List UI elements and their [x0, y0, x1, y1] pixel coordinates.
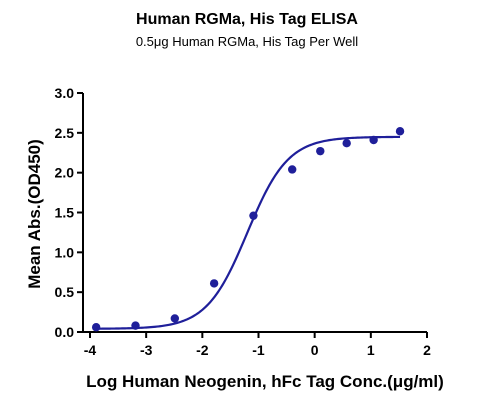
data-point [369, 135, 378, 145]
fit-curve-layer [96, 135, 401, 330]
x-tick-label: 0 [311, 342, 319, 358]
y-tick-label: 1.0 [55, 244, 75, 260]
data-point [131, 321, 140, 330]
x-tick-label: -3 [140, 342, 153, 358]
data-point [316, 146, 325, 156]
plot-area: 0.0 0.5 1.0 1.5 2.0 2.5 3.0 -4 -3 -2 -1 0 1 2 [55, 85, 432, 358]
x-tick-label: 2 [423, 342, 431, 358]
y-tick-label: 0.0 [55, 324, 75, 340]
chart-subtitle: 0.5μg Human RGMa, His Tag Per Well [136, 34, 358, 49]
data-point [209, 279, 219, 288]
data-point [249, 211, 258, 220]
data-point [91, 323, 101, 332]
x-tick-label: 1 [367, 342, 375, 358]
data-point [342, 138, 351, 148]
data-point [288, 165, 297, 174]
y-tick-label: 1.5 [55, 205, 75, 221]
data-points-layer [91, 127, 405, 332]
x-axis: -4 -3 -2 -1 0 1 2 [83, 331, 431, 358]
x-tick-label: -2 [196, 342, 209, 358]
x-tick-label: -4 [84, 342, 97, 358]
y-tick-label: 0.5 [55, 284, 75, 300]
y-tick-label: 2.5 [55, 125, 75, 141]
fit-curve [96, 135, 401, 330]
data-point [395, 127, 405, 136]
chart-title: Human RGMa, His Tag ELISA [136, 11, 358, 28]
y-axis-label: Mean Abs.(OD450) [25, 139, 44, 289]
data-point [170, 314, 180, 323]
y-axis: 0.0 0.5 1.0 1.5 2.0 2.5 3.0 [55, 85, 84, 340]
x-axis-label: Log Human Neogenin, hFc Tag Conc.(μg/ml) [86, 372, 444, 391]
y-tick-label: 2.0 [55, 165, 75, 181]
x-tick-label: -1 [252, 342, 265, 358]
y-tick-label: 3.0 [55, 85, 75, 101]
